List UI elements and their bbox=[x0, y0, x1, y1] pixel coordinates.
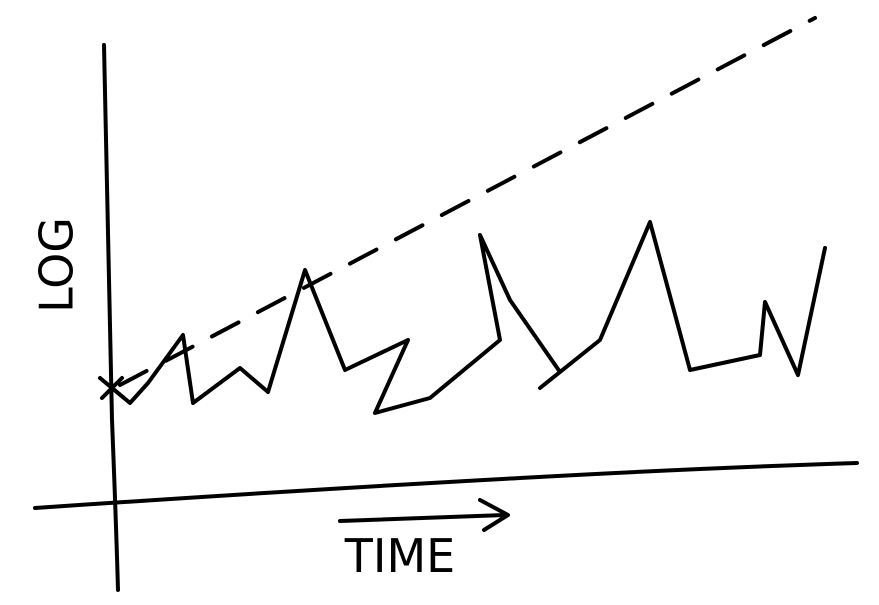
x-axis-label: TIME bbox=[344, 529, 455, 583]
signal-line bbox=[110, 220, 827, 415]
trend-line bbox=[118, 16, 817, 387]
time-arrow bbox=[338, 498, 510, 532]
y-axis-label: LOG bbox=[30, 217, 84, 313]
y-axis bbox=[102, 43, 120, 592]
x-axis bbox=[33, 461, 859, 510]
